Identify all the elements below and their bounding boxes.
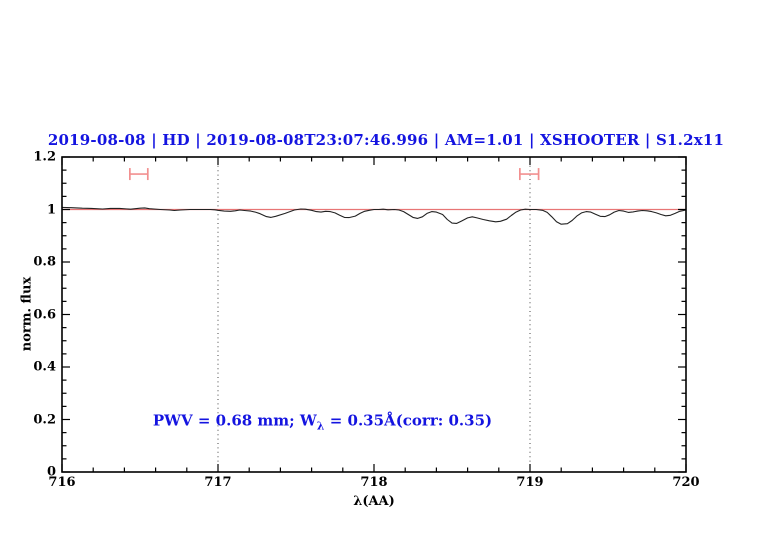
- pwv-annotation-text: PWV = 0.68 mm; W: [152, 411, 317, 430]
- x-tick-label: 719: [516, 475, 544, 490]
- pwv-annotation-value-text: = 0.35Å(corr: 0.35): [324, 411, 493, 430]
- y-tick-label: 0: [46, 464, 56, 480]
- y-axis-title: norm. flux: [19, 276, 35, 352]
- x-tick-label: 716: [48, 475, 76, 490]
- plot-title: 2019-08-08 | HD | 2019-08-08T23:07:46.99…: [47, 131, 725, 149]
- y-tick-label: 0.4: [33, 359, 56, 375]
- x-tick-label: 718: [360, 475, 388, 490]
- pwv-annotation: PWV = 0.68 mm; Wλ = 0.35Å(corr: 0.35): [153, 412, 492, 433]
- y-tick-label: 1.2: [33, 149, 56, 165]
- x-tick-label: 720: [672, 475, 700, 490]
- y-tick-label: 1: [46, 202, 56, 217]
- y-tick-label: 0.2: [33, 412, 56, 427]
- pwv-annotation-lambda-subscript: λ: [316, 419, 325, 433]
- x-axis-title: λ(AA): [353, 494, 395, 509]
- spectrum-curve: [61, 206, 687, 225]
- x-tick-label: 717: [204, 475, 232, 490]
- y-tick-label: 0.8: [33, 254, 56, 270]
- y-tick-label: 0.6: [33, 307, 56, 322]
